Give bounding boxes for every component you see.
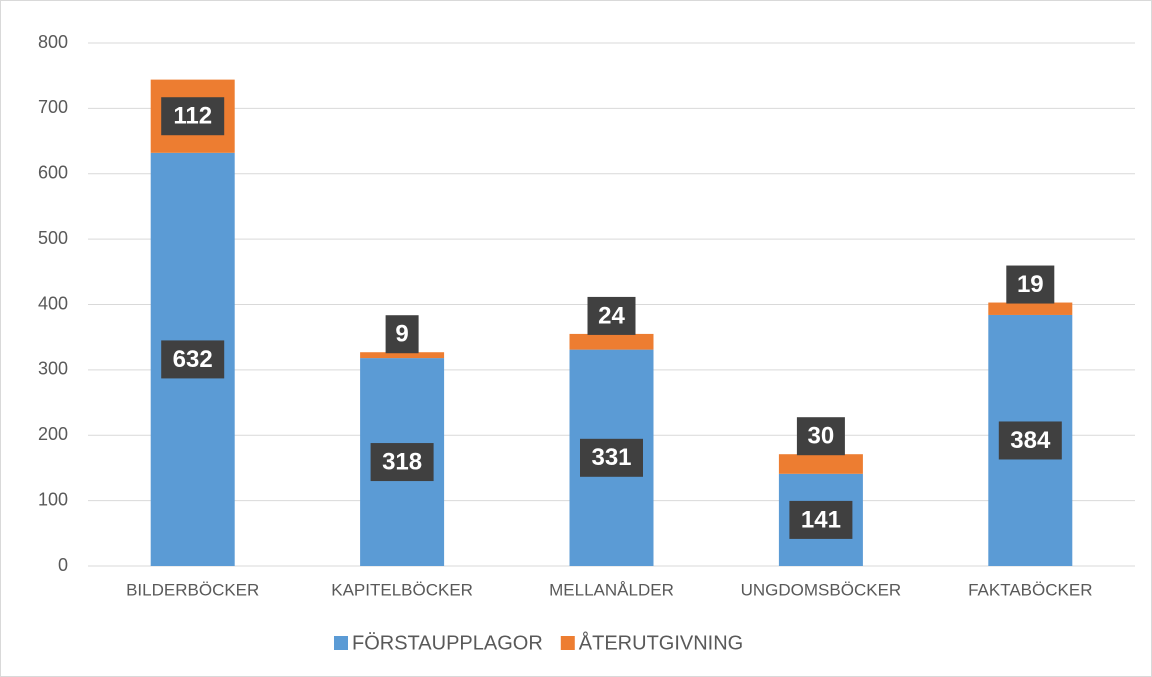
- data-label-box: [587, 296, 636, 335]
- data-label-box: [998, 421, 1062, 460]
- data-label: 19: [1017, 271, 1044, 298]
- bar-segment: [988, 302, 1073, 315]
- y-tick-label: 100: [38, 489, 68, 509]
- data-label-box: [580, 438, 643, 477]
- data-label: 112: [173, 103, 212, 130]
- data-label-box: [789, 500, 853, 539]
- data-label-box: [161, 340, 225, 379]
- data-label-box: [1006, 265, 1055, 304]
- y-tick-label: 200: [38, 424, 68, 444]
- data-label-box: [385, 315, 419, 354]
- y-tick-label: 500: [38, 228, 68, 248]
- data-label-box: [796, 417, 845, 456]
- x-tick-label: MELLANÅLDER: [549, 580, 674, 599]
- x-tick-label: UNGDOMSBÖCKER: [741, 580, 902, 599]
- x-tick-label: FAKTABÖCKER: [968, 580, 1092, 599]
- legend-swatch: [334, 636, 348, 650]
- data-label: 318: [382, 448, 422, 475]
- y-tick-label: 0: [58, 555, 68, 575]
- legend-label: ÅTERUTGIVNING: [579, 631, 743, 654]
- y-tick-label: 300: [38, 359, 68, 379]
- data-label: 9: [395, 321, 408, 348]
- bar-segment: [360, 352, 445, 359]
- data-label: 384: [1010, 427, 1051, 454]
- data-label: 632: [173, 346, 213, 373]
- data-label-box: [370, 443, 434, 482]
- legend-swatch: [560, 636, 575, 650]
- y-tick-label: 600: [38, 163, 68, 183]
- data-label: 331: [591, 444, 631, 471]
- y-tick-label: 400: [38, 293, 68, 313]
- data-label: 30: [808, 423, 835, 450]
- data-label-box: [161, 97, 225, 136]
- legend-label: FÖRSTAUPPLAGOR: [352, 632, 543, 654]
- y-tick-label: 800: [38, 32, 68, 52]
- data-label: 141: [801, 506, 841, 533]
- x-tick-label: KAPITELBÖCKER: [331, 580, 473, 599]
- y-tick-label: 700: [38, 97, 68, 117]
- bar-segment: [569, 333, 654, 350]
- bar-segment: [778, 454, 863, 474]
- data-label: 24: [598, 302, 625, 329]
- x-tick-label: BILDERBÖCKER: [126, 580, 259, 599]
